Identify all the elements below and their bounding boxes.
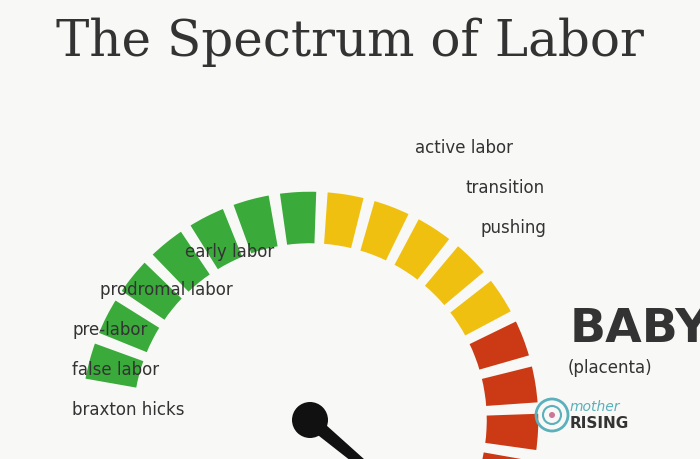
Wedge shape — [150, 230, 212, 294]
Text: early labor: early labor — [185, 243, 274, 261]
Wedge shape — [119, 260, 184, 322]
Text: The Spectrum of Labor: The Spectrum of Labor — [56, 18, 644, 67]
Circle shape — [292, 402, 328, 438]
Text: false labor: false labor — [72, 361, 159, 379]
Text: BABY!: BABY! — [570, 308, 700, 353]
Polygon shape — [305, 414, 471, 459]
Wedge shape — [423, 244, 486, 308]
Wedge shape — [188, 207, 244, 272]
Wedge shape — [448, 279, 513, 338]
Wedge shape — [322, 190, 365, 250]
Wedge shape — [358, 199, 411, 263]
Text: prodromal labor: prodromal labor — [100, 281, 232, 299]
Text: pushing: pushing — [480, 219, 546, 237]
Text: (placenta): (placenta) — [568, 359, 652, 377]
Text: active labor: active labor — [415, 139, 513, 157]
Text: pre-labor: pre-labor — [72, 321, 148, 339]
Text: transition: transition — [465, 179, 544, 197]
Circle shape — [549, 412, 555, 418]
Wedge shape — [97, 298, 162, 354]
Wedge shape — [278, 190, 318, 246]
Wedge shape — [480, 364, 540, 408]
Text: mother: mother — [570, 400, 620, 414]
Text: braxton hicks: braxton hicks — [72, 401, 185, 419]
Text: RISING: RISING — [570, 415, 629, 431]
Wedge shape — [83, 341, 146, 390]
Wedge shape — [483, 412, 540, 452]
Wedge shape — [392, 217, 452, 282]
Wedge shape — [468, 319, 531, 372]
Wedge shape — [231, 194, 279, 256]
Wedge shape — [475, 450, 536, 459]
